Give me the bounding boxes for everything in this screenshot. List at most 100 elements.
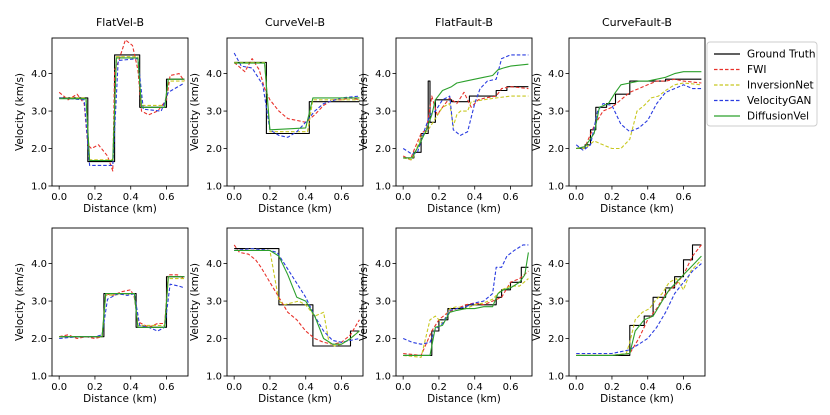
x-tick-label: 0.0 bbox=[395, 192, 411, 203]
x-tick-label: 0.6 bbox=[159, 192, 175, 203]
x-tick-label: 0.4 bbox=[467, 382, 483, 393]
chart-title: CurveVel-B bbox=[265, 16, 325, 29]
series-line-diffusionvel bbox=[403, 63, 529, 159]
x-tick-label: 0.0 bbox=[395, 382, 411, 393]
y-tick-label: 2.0 bbox=[548, 334, 564, 345]
x-tick-label: 0.2 bbox=[262, 382, 278, 393]
series-line-inversionnet bbox=[59, 56, 185, 161]
x-axis-label: Distance (km) bbox=[600, 393, 674, 405]
series-group bbox=[576, 244, 702, 356]
series-line-ground-truth bbox=[403, 266, 529, 356]
series-line-diffusionvel bbox=[234, 62, 360, 131]
x-tick-label: 0.2 bbox=[604, 192, 620, 203]
y-tick-label: 4.0 bbox=[206, 259, 222, 270]
legend-label: Ground Truth bbox=[747, 49, 816, 61]
series-line-inversionnet bbox=[576, 259, 702, 356]
y-tick-label: 3.0 bbox=[31, 297, 47, 308]
y-tick-label: 1.0 bbox=[206, 182, 222, 193]
y-axis-label: Velocity (km/s) bbox=[358, 73, 370, 151]
x-tick-label: 0.2 bbox=[604, 382, 620, 393]
legend: Ground Truth FWI InversionNet VelocityGAN Di… bbox=[706, 41, 818, 127]
x-tick-label: 0.6 bbox=[334, 382, 350, 393]
series-group bbox=[233, 244, 360, 347]
y-axis-label: Velocity (km/s) bbox=[189, 263, 201, 341]
x-axis-label: Distance (km) bbox=[427, 203, 501, 215]
y-axis-label: Velocity (km/s) bbox=[531, 263, 543, 341]
legend-label: InversionNet bbox=[747, 80, 814, 92]
series-line-inversionnet bbox=[403, 278, 529, 358]
y-tick-label: 1.0 bbox=[31, 182, 47, 193]
y-tick-label: 4.0 bbox=[375, 259, 391, 270]
x-tick-label: 0.6 bbox=[159, 382, 175, 393]
x-tick-label: 0.0 bbox=[226, 192, 242, 203]
y-tick-label: 2.0 bbox=[31, 334, 47, 345]
x-tick-label: 0.2 bbox=[87, 192, 103, 203]
x-tick-label: 0.0 bbox=[51, 192, 67, 203]
series-group bbox=[233, 52, 360, 138]
chart-title: CurveFault-B bbox=[602, 16, 672, 29]
y-tick-label: 2.0 bbox=[375, 334, 391, 345]
y-tick-label: 3.0 bbox=[375, 107, 391, 118]
series-line-fwi bbox=[233, 244, 360, 345]
series-line-ground-truth bbox=[234, 248, 360, 347]
y-tick-label: 3.0 bbox=[548, 297, 564, 308]
plot-frame bbox=[226, 37, 364, 187]
x-tick-label: 0.4 bbox=[640, 192, 656, 203]
x-axis-label: Distance (km) bbox=[83, 203, 157, 215]
y-tick-label: 1.0 bbox=[375, 182, 391, 193]
chart-panel-1: 0.0 0.2 0.4 0.6 1.0 2.0 3.0 4.0 Distance (km) Vel… bbox=[14, 16, 189, 215]
y-tick-label: 3.0 bbox=[31, 107, 47, 118]
x-tick-label: 0.0 bbox=[226, 382, 242, 393]
y-tick-label: 4.0 bbox=[548, 69, 564, 80]
x-axis-label: Distance (km) bbox=[258, 203, 332, 215]
x-tick-label: 0.4 bbox=[123, 192, 139, 203]
x-tick-label: 0.2 bbox=[87, 382, 103, 393]
series-line-ground-truth bbox=[403, 80, 529, 159]
chart-panel-2: 0.0 0.2 0.4 0.6 1.0 2.0 3.0 4.0 Distance (km) Vel… bbox=[189, 16, 364, 215]
y-tick-label: 1.0 bbox=[548, 372, 564, 383]
x-tick-label: 0.4 bbox=[298, 382, 314, 393]
x-tick-label: 0.6 bbox=[676, 382, 692, 393]
series-group bbox=[58, 39, 185, 172]
series-line-diffusionvel bbox=[234, 249, 360, 345]
plot-frame bbox=[395, 227, 533, 377]
chart-panel-3: 0.0 0.2 0.4 0.6 1.0 2.0 3.0 4.0 Distance (km) Vel… bbox=[358, 16, 533, 215]
legend-box bbox=[706, 41, 818, 127]
series-line-fwi bbox=[576, 78, 702, 150]
legend-label: FWI bbox=[747, 64, 767, 76]
series-line-velocitygan bbox=[234, 248, 360, 343]
chart-title: FlatFault-B bbox=[435, 16, 493, 29]
legend-label: DiffusionVel bbox=[747, 111, 809, 123]
y-tick-label: 4.0 bbox=[375, 69, 391, 80]
x-axis-label: Distance (km) bbox=[427, 393, 501, 405]
chart-panel-7: 0.0 0.2 0.4 0.6 1.0 2.0 3.0 4.0 Distance (km) Vel… bbox=[358, 227, 533, 405]
plot-frame bbox=[51, 227, 189, 377]
x-tick-label: 0.4 bbox=[467, 192, 483, 203]
series-line-fwi bbox=[233, 58, 360, 123]
y-tick-label: 2.0 bbox=[31, 144, 47, 155]
series-line-diffusionvel bbox=[576, 71, 702, 150]
y-tick-label: 1.0 bbox=[375, 372, 391, 383]
x-tick-label: 0.6 bbox=[334, 192, 350, 203]
x-axis-label: Distance (km) bbox=[600, 203, 674, 215]
x-axis-label: Distance (km) bbox=[83, 393, 157, 405]
x-tick-label: 0.4 bbox=[640, 382, 656, 393]
chart-title: FlatVel-B bbox=[96, 16, 144, 29]
y-tick-label: 3.0 bbox=[206, 107, 222, 118]
chart-panel-6: 0.0 0.2 0.4 0.6 1.0 2.0 3.0 4.0 Distance (km) Vel… bbox=[189, 227, 364, 405]
plot-frame bbox=[395, 37, 533, 187]
y-tick-label: 1.0 bbox=[206, 372, 222, 383]
plot-frame bbox=[568, 227, 706, 377]
y-axis-label: Velocity (km/s) bbox=[14, 263, 26, 341]
y-tick-label: 3.0 bbox=[548, 107, 564, 118]
chart-panel-8: 0.0 0.2 0.4 0.6 1.0 2.0 3.0 4.0 Distance (km) Vel… bbox=[531, 227, 706, 405]
y-tick-label: 4.0 bbox=[31, 69, 47, 80]
series-line-velocitygan bbox=[402, 244, 529, 345]
series-line-velocitygan bbox=[59, 58, 185, 166]
series-group bbox=[59, 274, 185, 340]
series-line-ground-truth bbox=[234, 61, 360, 135]
series-line-diffusionvel bbox=[403, 252, 529, 356]
series-line-velocitygan bbox=[402, 54, 529, 155]
y-axis-label: Velocity (km/s) bbox=[531, 73, 543, 151]
chart-panel-4: 0.0 0.2 0.4 0.6 1.0 2.0 3.0 4.0 Distance (km) Vel… bbox=[531, 16, 706, 215]
